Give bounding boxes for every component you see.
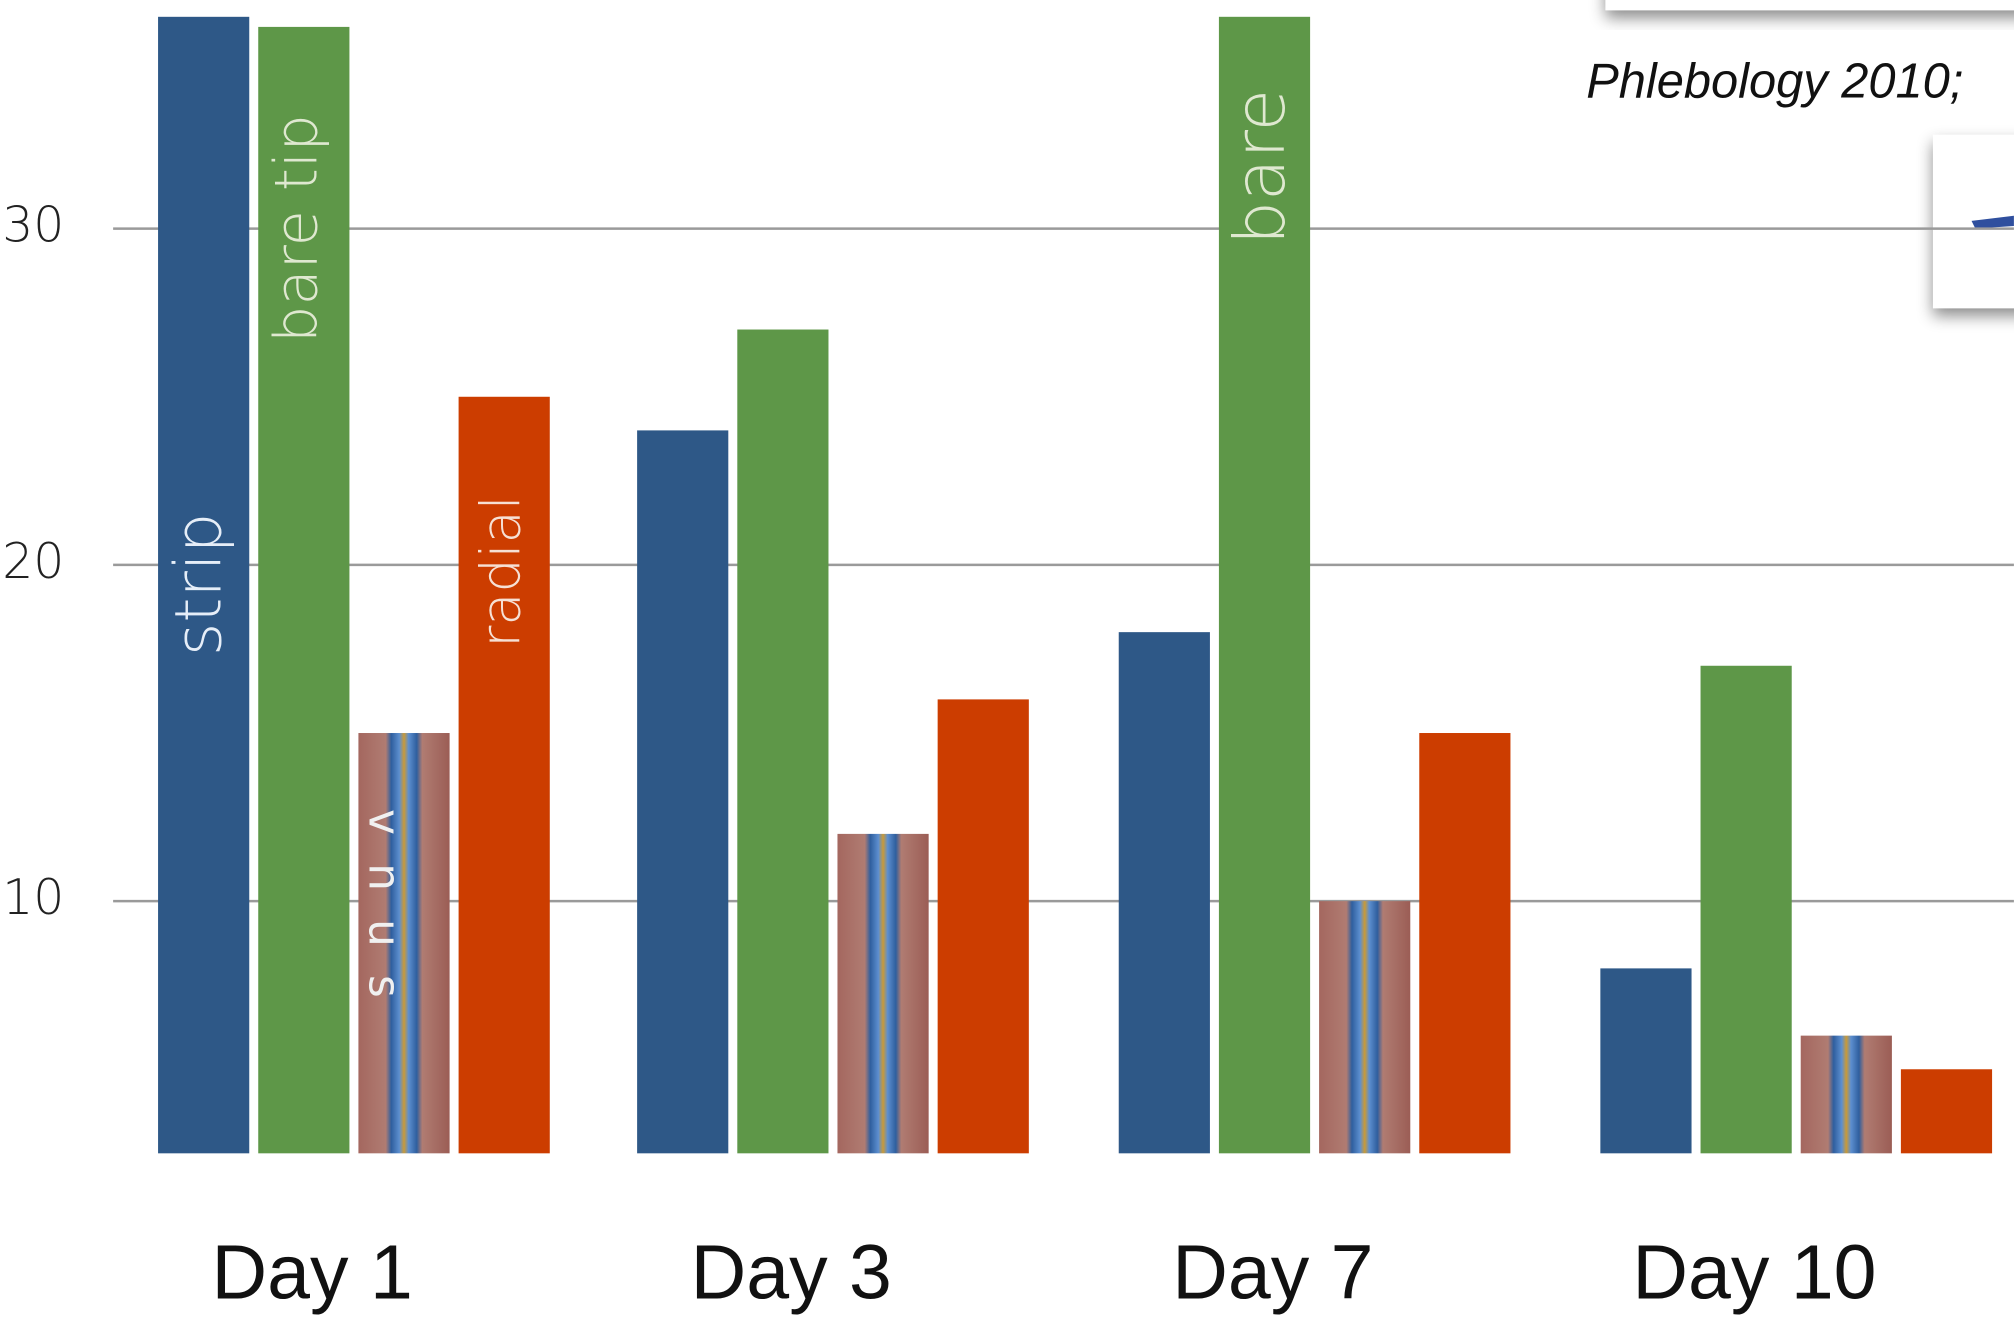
series-label: radial (470, 495, 533, 647)
bar (1801, 1036, 1892, 1154)
series-label: bare tip (262, 114, 331, 343)
bar (1701, 666, 1792, 1154)
bar (1600, 968, 1691, 1153)
x-tick-label: Day 3 (691, 1229, 892, 1315)
series-label: bare (1221, 89, 1301, 245)
y-tick-label: 30 (2, 197, 64, 254)
inset-frame (1605, 0, 2014, 10)
bar (1419, 733, 1510, 1153)
x-tick-label: Day 10 (1632, 1229, 1876, 1315)
bar (637, 430, 728, 1153)
bar (737, 330, 828, 1154)
series-label: vnus (359, 809, 410, 1026)
citation: Phlebology 2010; (1586, 55, 1963, 109)
y-tick-label: 20 (2, 533, 64, 590)
bar (1119, 632, 1210, 1153)
bar (837, 834, 928, 1153)
y-tick-label: 10 (2, 869, 64, 926)
x-tick-label: Day 1 (212, 1229, 413, 1315)
bar (938, 699, 1029, 1153)
bar (1901, 1069, 1992, 1153)
bar (1319, 901, 1410, 1153)
x-tick-label: Day 7 (1172, 1229, 1373, 1315)
series-label: strip (162, 513, 237, 657)
chart: 10 20 30 Phlebology 2010; Day 1 Day 3 Day 7 D… (0, 0, 2014, 1319)
